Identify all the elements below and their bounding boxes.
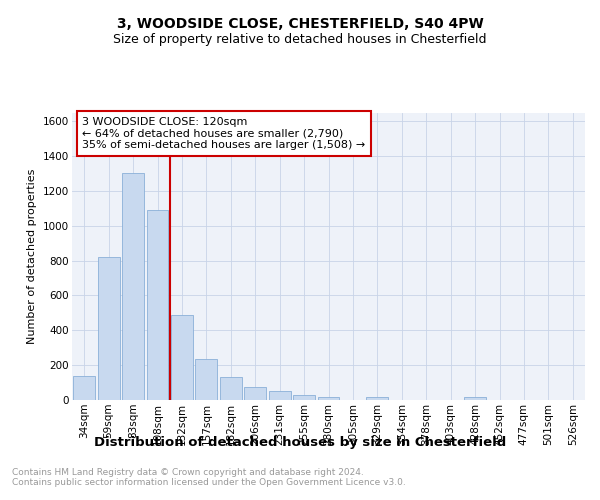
- Bar: [146, 210, 169, 400]
- Bar: [73, 376, 95, 400]
- Bar: [244, 387, 266, 400]
- Bar: [293, 395, 315, 400]
- Bar: [464, 398, 486, 400]
- Text: Contains HM Land Registry data © Crown copyright and database right 2024.
Contai: Contains HM Land Registry data © Crown c…: [12, 468, 406, 487]
- Bar: [98, 257, 119, 400]
- Bar: [220, 378, 242, 400]
- Text: Distribution of detached houses by size in Chesterfield: Distribution of detached houses by size …: [94, 436, 506, 449]
- Bar: [367, 398, 388, 400]
- Y-axis label: Number of detached properties: Number of detached properties: [28, 168, 37, 344]
- Bar: [122, 174, 144, 400]
- Text: 3 WOODSIDE CLOSE: 120sqm
← 64% of detached houses are smaller (2,790)
35% of sem: 3 WOODSIDE CLOSE: 120sqm ← 64% of detach…: [82, 117, 365, 150]
- Bar: [269, 392, 290, 400]
- Bar: [317, 396, 340, 400]
- Bar: [196, 359, 217, 400]
- Text: Size of property relative to detached houses in Chesterfield: Size of property relative to detached ho…: [113, 32, 487, 46]
- Bar: [171, 314, 193, 400]
- Text: 3, WOODSIDE CLOSE, CHESTERFIELD, S40 4PW: 3, WOODSIDE CLOSE, CHESTERFIELD, S40 4PW: [116, 18, 484, 32]
